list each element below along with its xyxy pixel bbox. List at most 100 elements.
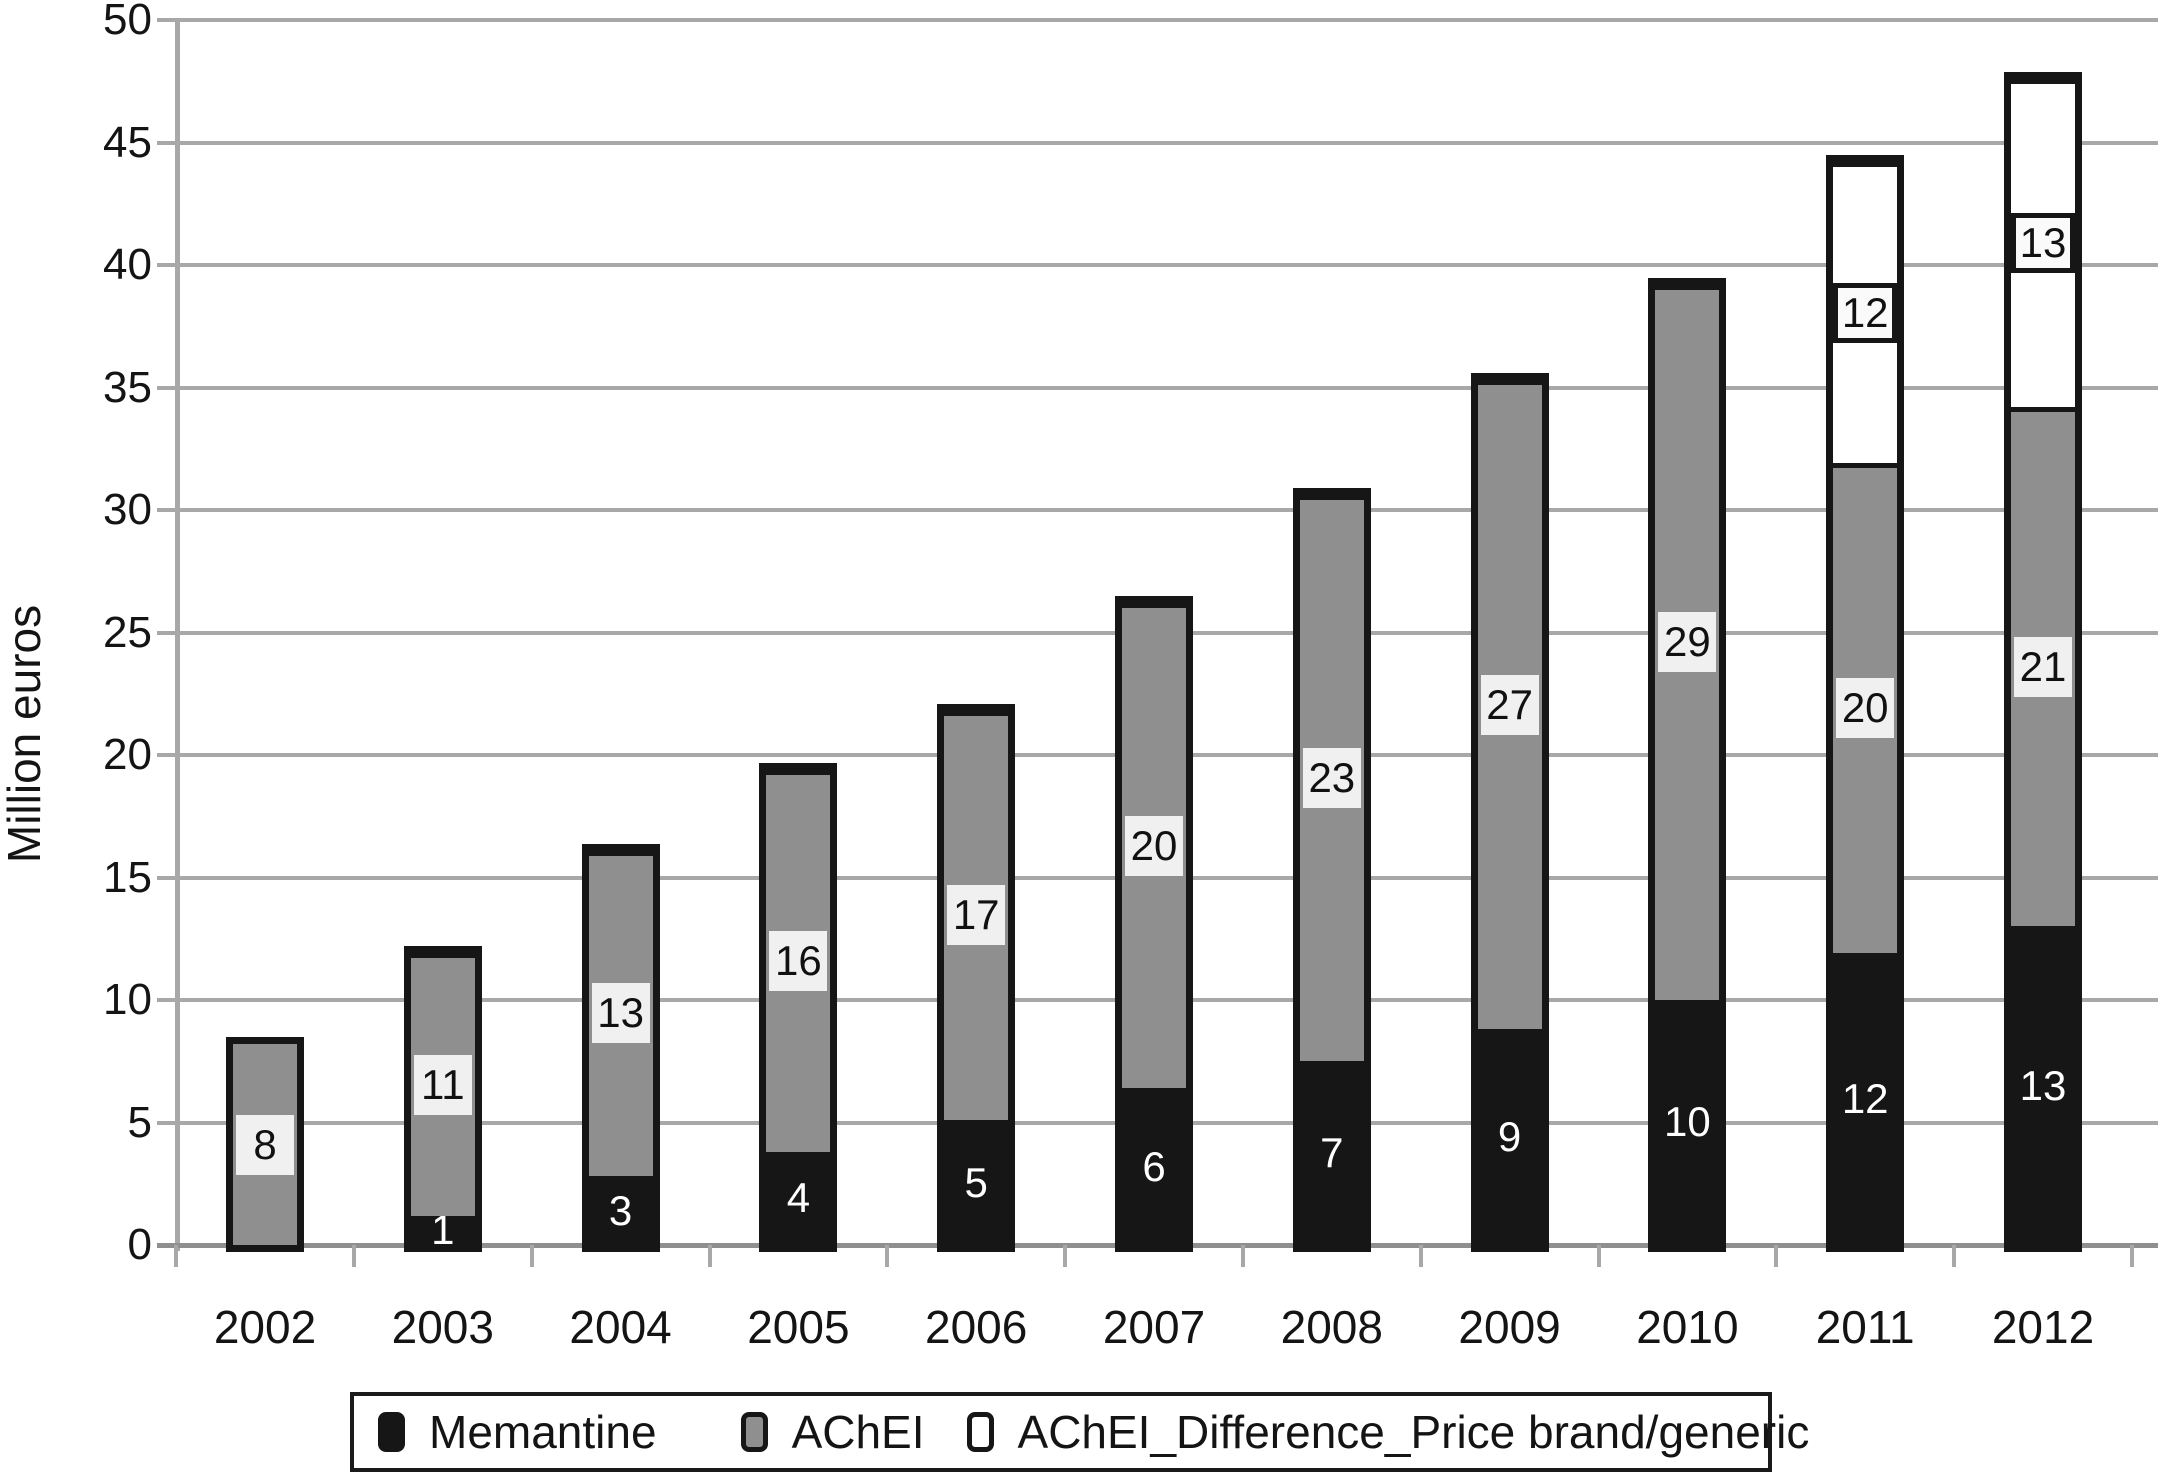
y-axis-tick-mark — [157, 998, 175, 1002]
legend-label: AChEI_Difference_Price brand/generic — [1017, 1406, 1810, 1458]
bar-group-2011: 12 20 12 — [1826, 155, 1905, 1252]
segment-value-label: 8 — [236, 1114, 294, 1175]
legend-item-difference: AChEI_Difference_Price brand/generic — [966, 1405, 1810, 1459]
y-axis-tick-label: 40 — [103, 240, 152, 289]
bar-segment-memantine-2004 — [588, 1176, 653, 1245]
x-axis-label-2002: 2002 — [213, 1301, 317, 1353]
y-axis-line — [175, 18, 180, 1251]
bar-group-2012: 13 21 13 — [2004, 71, 2082, 1252]
gridline — [175, 263, 2158, 267]
segment-value-label: 13 — [2019, 1061, 2067, 1109]
gridline — [175, 140, 2158, 145]
y-axis-tick-mark — [157, 630, 175, 635]
x-axis-tick-mark — [2129, 1245, 2134, 1267]
bar-group-2009: 9 27 — [1470, 373, 1549, 1252]
bar-group-2002: 8 — [226, 1037, 304, 1252]
bar-group-2005: 4 16 — [759, 762, 838, 1252]
x-axis-label-2011: 2011 — [1815, 1301, 1915, 1353]
x-axis-tick-mark — [1774, 1245, 1779, 1267]
segment-value-label: 9 — [1497, 1113, 1522, 1161]
bar-segment-memantine-2010 — [1655, 999, 1720, 1245]
segment-value-label: 20 — [1125, 815, 1183, 876]
bar-group-2004: 3 13 — [581, 843, 660, 1252]
segment-value-label: 13 — [2011, 212, 2075, 273]
x-axis-tick-mark — [1240, 1245, 1245, 1267]
segment-value-label: 7 — [1320, 1129, 1344, 1177]
bar-segment-memantine-2009 — [1477, 1029, 1542, 1245]
bar-segment-memantine-2006 — [944, 1120, 1009, 1245]
segment-value-label: 13 — [591, 983, 650, 1044]
y-axis-tick-mark — [157, 508, 175, 512]
legend: Memantine AChEI AChEI_Difference_Price bra… — [350, 1392, 1809, 1472]
y-axis-tick-label: 5 — [127, 1097, 152, 1147]
legend-item-memantine: Memantine — [378, 1405, 657, 1459]
segment-value-label: 16 — [769, 930, 828, 991]
segment-value-label: 23 — [1302, 748, 1361, 809]
segment-value-label: 10 — [1664, 1098, 1711, 1146]
y-axis-tick-label: 35 — [103, 362, 152, 412]
x-axis-label-2005: 2005 — [747, 1301, 850, 1353]
legend-label: Memantine — [429, 1406, 657, 1458]
legend-swatch-icon — [966, 1412, 994, 1452]
x-axis-label-2010: 2010 — [1636, 1301, 1739, 1353]
x-axis-tick-mark — [1063, 1245, 1068, 1267]
segment-value-label: 12 — [1833, 282, 1898, 343]
segment-value-label: 20 — [1836, 678, 1895, 739]
x-axis-label-2004: 2004 — [569, 1301, 672, 1353]
y-axis-tick-mark — [157, 753, 175, 757]
x-axis-label-2003: 2003 — [391, 1301, 494, 1353]
legend-label: AChEI — [791, 1406, 925, 1458]
bar-segment-memantine-2007 — [1122, 1088, 1186, 1245]
x-axis-label-2007: 2007 — [1102, 1301, 1206, 1353]
segment-value-label: 29 — [1658, 612, 1717, 673]
bar-segment-memantine-2011 — [1833, 953, 1898, 1245]
segment-value-label: 27 — [1480, 674, 1539, 735]
y-axis-tick-mark — [157, 140, 175, 145]
y-axis-tick-mark — [157, 18, 175, 22]
segment-value-label: 12 — [1841, 1075, 1889, 1123]
segment-value-label: 5 — [964, 1158, 988, 1206]
segment-value-label: 1 — [431, 1206, 455, 1254]
y-axis-tick-mark — [157, 1120, 175, 1125]
y-axis-tick-mark — [157, 263, 175, 267]
bar-group-2008: 7 23 — [1292, 488, 1371, 1252]
bar-group-2006: 5 17 — [937, 703, 1016, 1252]
x-axis-tick-mark — [529, 1245, 534, 1267]
x-axis-tick-mark — [1596, 1245, 1601, 1267]
bar-segment-memantine-2005 — [766, 1151, 831, 1245]
segment-value-label: 3 — [608, 1186, 633, 1234]
gridline — [175, 508, 2158, 512]
y-axis-tick-label: 0 — [127, 1220, 152, 1269]
y-axis-tick-label: 50 — [103, 0, 152, 44]
legend-swatch-icon — [740, 1412, 768, 1452]
y-axis-tick-mark — [157, 875, 175, 880]
bar-segment-memantine-2012 — [2011, 926, 2075, 1245]
x-axis-label-2006: 2006 — [925, 1301, 1028, 1353]
x-axis-tick-mark — [885, 1245, 890, 1267]
legend-swatch-icon — [378, 1412, 405, 1452]
y-axis-tick-label: 15 — [103, 852, 152, 902]
bar-group-2007: 6 20 — [1115, 596, 1193, 1252]
gridline — [175, 385, 2158, 390]
x-axis-tick-mark — [707, 1245, 712, 1267]
y-axis-tick-label: 20 — [103, 730, 152, 779]
bar-group-2003: 1 11 — [403, 946, 482, 1254]
x-axis-label-2008: 2008 — [1280, 1301, 1383, 1353]
x-axis-tick-mark — [351, 1245, 356, 1267]
y-axis-tick-mark — [157, 385, 175, 390]
bar-segment-memantine-2008 — [1299, 1061, 1364, 1245]
x-axis-tick-mark — [1418, 1245, 1423, 1267]
segment-value-label: 21 — [2014, 636, 2072, 697]
x-axis-label-2012: 2012 — [1991, 1301, 2095, 1353]
legend-item-achei: AChEI — [740, 1405, 925, 1459]
segment-value-label: 6 — [1142, 1142, 1166, 1190]
x-axis-tick-mark — [174, 1245, 179, 1267]
segment-value-label: 11 — [413, 1054, 472, 1115]
bar-group-2010: 10 29 — [1648, 277, 1727, 1252]
y-axis-tick-label: 25 — [103, 607, 152, 657]
y-axis-tick-label: 45 — [103, 117, 152, 167]
segment-value-label: 17 — [947, 885, 1006, 946]
bar-segment-memantine-2003 — [410, 1215, 475, 1245]
y-axis-tick-label: 10 — [103, 975, 152, 1024]
